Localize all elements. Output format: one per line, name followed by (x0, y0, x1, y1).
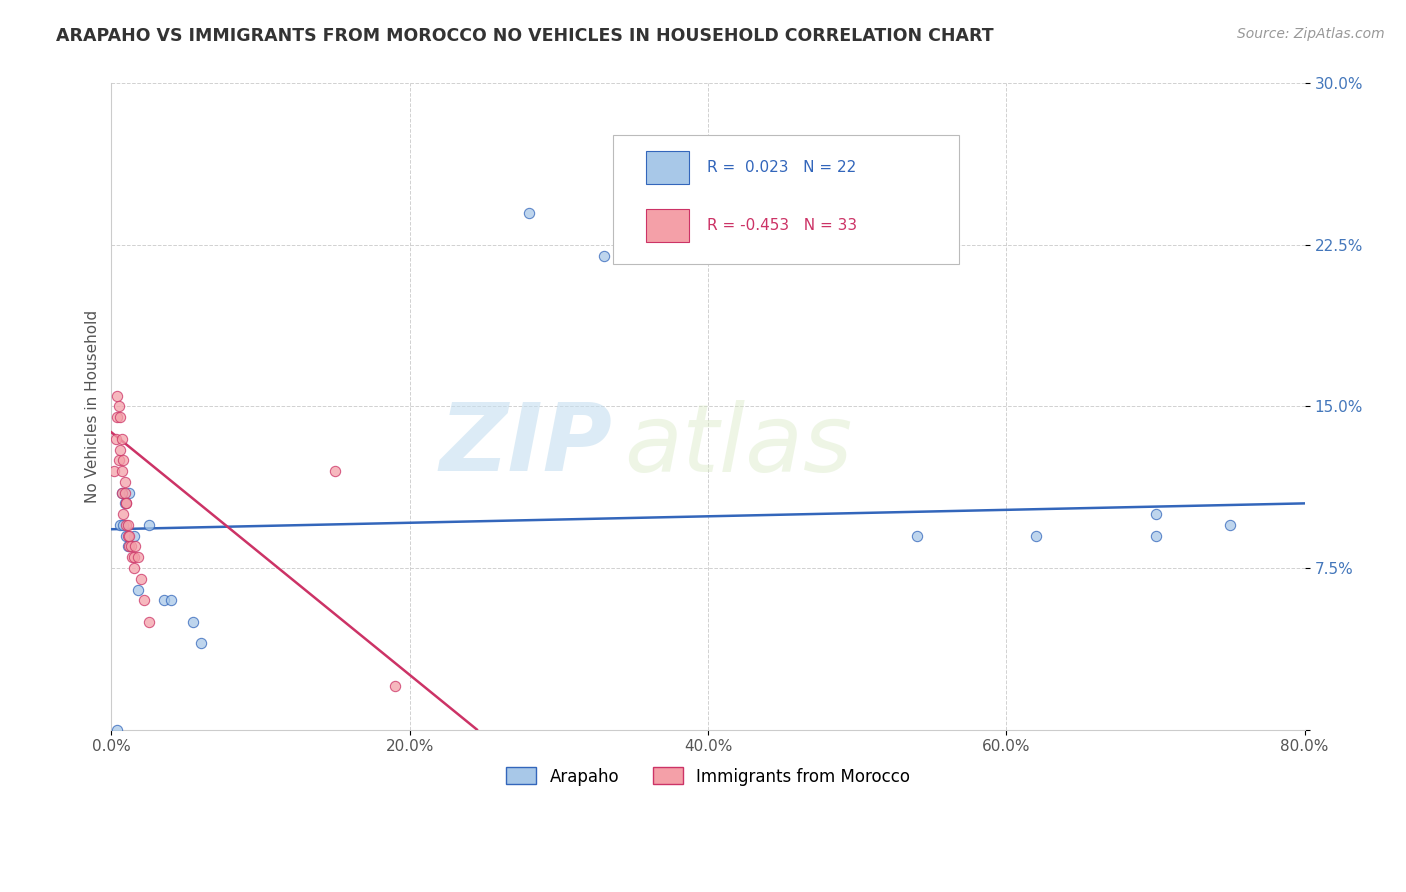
Point (108, 400, 131, 414)
Point (110, 517, 132, 532)
Point (1025, 529, 1047, 543)
Point (384, 680, 406, 694)
Point (118, 529, 141, 543)
Point (138, 517, 160, 532)
Point (905, 529, 928, 543)
Point (111, 432, 134, 446)
Point (114, 496, 136, 510)
Point (1219, 517, 1241, 532)
Point (117, 517, 139, 532)
Text: ARAPAHO VS IMMIGRANTS FROM MOROCCO NO VEHICLES IN HOUSEHOLD CORRELATION CHART: ARAPAHO VS IMMIGRANTS FROM MOROCCO NO VE… (56, 27, 994, 45)
Text: ZIP: ZIP (440, 400, 613, 491)
Point (152, 593, 174, 607)
Point (110, 410, 132, 425)
Point (110, 442, 132, 457)
Point (117, 540, 139, 554)
FancyBboxPatch shape (645, 209, 689, 242)
Point (127, 582, 149, 597)
Point (115, 529, 138, 543)
Point (114, 485, 136, 500)
Point (111, 485, 134, 500)
Point (121, 550, 143, 565)
Point (105, 389, 128, 403)
Point (105, 410, 128, 425)
Point (111, 464, 134, 478)
Point (592, 249, 614, 263)
Point (104, 432, 127, 446)
Text: R = -0.453   N = 33: R = -0.453 N = 33 (707, 218, 858, 233)
Point (124, 540, 146, 554)
Point (112, 517, 135, 532)
Point (160, 593, 183, 607)
Point (112, 453, 135, 467)
Point (111, 485, 134, 500)
Text: Source: ZipAtlas.com: Source: ZipAtlas.com (1237, 27, 1385, 41)
Point (122, 550, 145, 565)
Point (138, 615, 160, 629)
Point (1144, 529, 1167, 543)
Point (129, 572, 152, 586)
Point (127, 550, 149, 565)
Y-axis label: No Vehicles in Household: No Vehicles in Household (86, 310, 100, 503)
Point (517, 205, 540, 219)
Point (105, 723, 128, 737)
Point (118, 485, 141, 500)
Point (115, 496, 138, 510)
Point (122, 529, 145, 543)
Point (120, 540, 142, 554)
Point (117, 529, 139, 543)
Point (114, 475, 136, 489)
Point (112, 507, 135, 521)
Legend: Arapaho, Immigrants from Morocco: Arapaho, Immigrants from Morocco (499, 761, 917, 792)
Point (118, 540, 141, 554)
FancyBboxPatch shape (645, 151, 689, 184)
Text: R =  0.023   N = 22: R = 0.023 N = 22 (707, 160, 856, 175)
Point (108, 453, 131, 467)
Point (323, 464, 346, 478)
Point (115, 496, 138, 510)
Point (1144, 507, 1167, 521)
Text: atlas: atlas (624, 400, 853, 491)
Point (134, 593, 156, 607)
FancyBboxPatch shape (613, 135, 959, 264)
Point (190, 636, 212, 650)
Point (103, 464, 125, 478)
Point (183, 615, 205, 629)
Point (115, 517, 138, 532)
Point (122, 561, 145, 575)
